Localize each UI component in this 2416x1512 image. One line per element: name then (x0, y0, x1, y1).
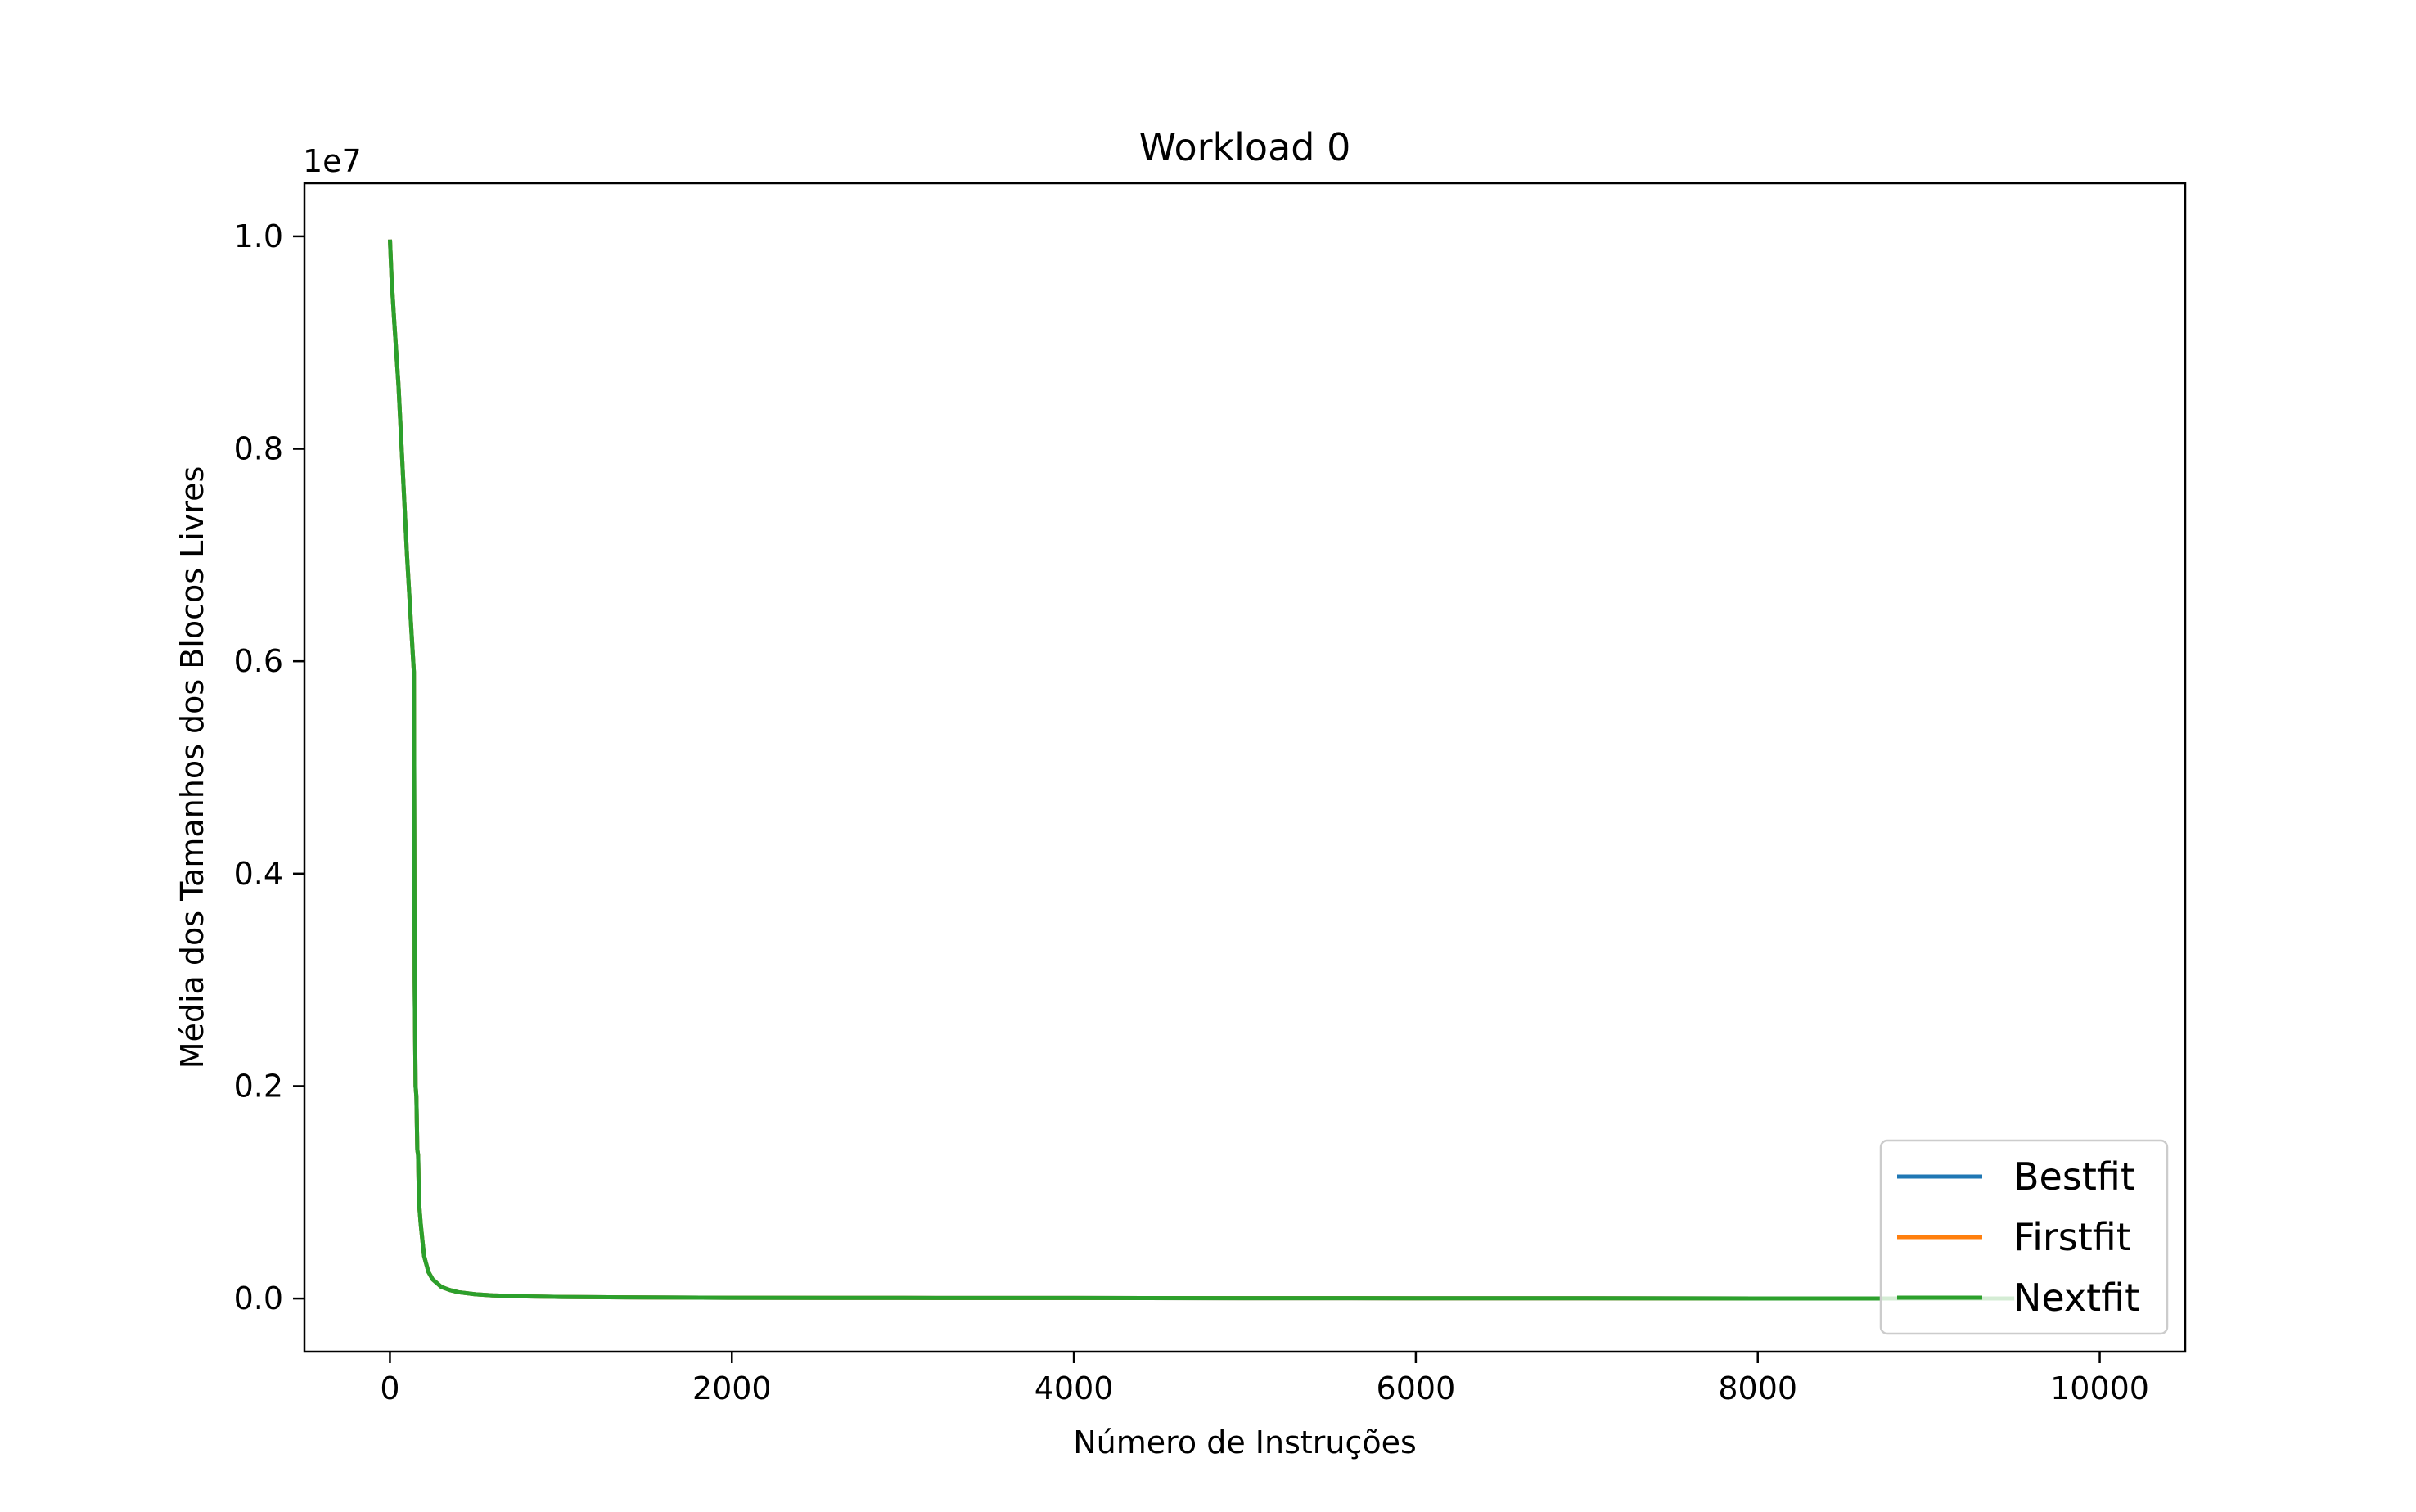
y-tick-label: 0.6 (234, 643, 283, 679)
x-tick-label: 10000 (2050, 1370, 2149, 1406)
x-tick-label: 4000 (1034, 1370, 1114, 1406)
y-axis: 0.0 0.2 0.4 0.6 0.8 1.0 (234, 218, 304, 1316)
x-tick-label: 8000 (1718, 1370, 1797, 1406)
x-tick-label: 0 (380, 1370, 399, 1406)
y-tick-label: 1.0 (234, 218, 283, 254)
x-tick-label: 6000 (1377, 1370, 1456, 1406)
legend-label-bestfit: Bestfit (2013, 1154, 2135, 1199)
x-axis: 0 2000 4000 6000 8000 10000 (380, 1352, 2149, 1406)
y-tick-label: 0.2 (234, 1068, 283, 1104)
y-scale-label: 1e7 (303, 143, 362, 179)
legend-label-nextfit: Nextfit (2013, 1276, 2139, 1320)
y-axis-title: Média dos Tamanhos dos Blocos Livres (174, 466, 210, 1069)
y-tick-label: 0.0 (234, 1280, 283, 1316)
y-tick-label: 0.4 (234, 856, 283, 892)
y-tick-label: 0.8 (234, 431, 283, 467)
plot-area (303, 182, 2187, 1353)
legend-label-firstfit: Firstfit (2013, 1215, 2131, 1259)
series-layer (388, 239, 2015, 1301)
x-axis-title: Número de Instruções (1073, 1424, 1417, 1460)
x-tick-label: 2000 (692, 1370, 772, 1406)
legend: Bestfit Firstfit Nextfit (1879, 1139, 2169, 1335)
series-line-nextfit (388, 239, 2015, 1301)
chart-title: Workload 0 (1139, 125, 1351, 169)
legend-box (1879, 1139, 2169, 1335)
